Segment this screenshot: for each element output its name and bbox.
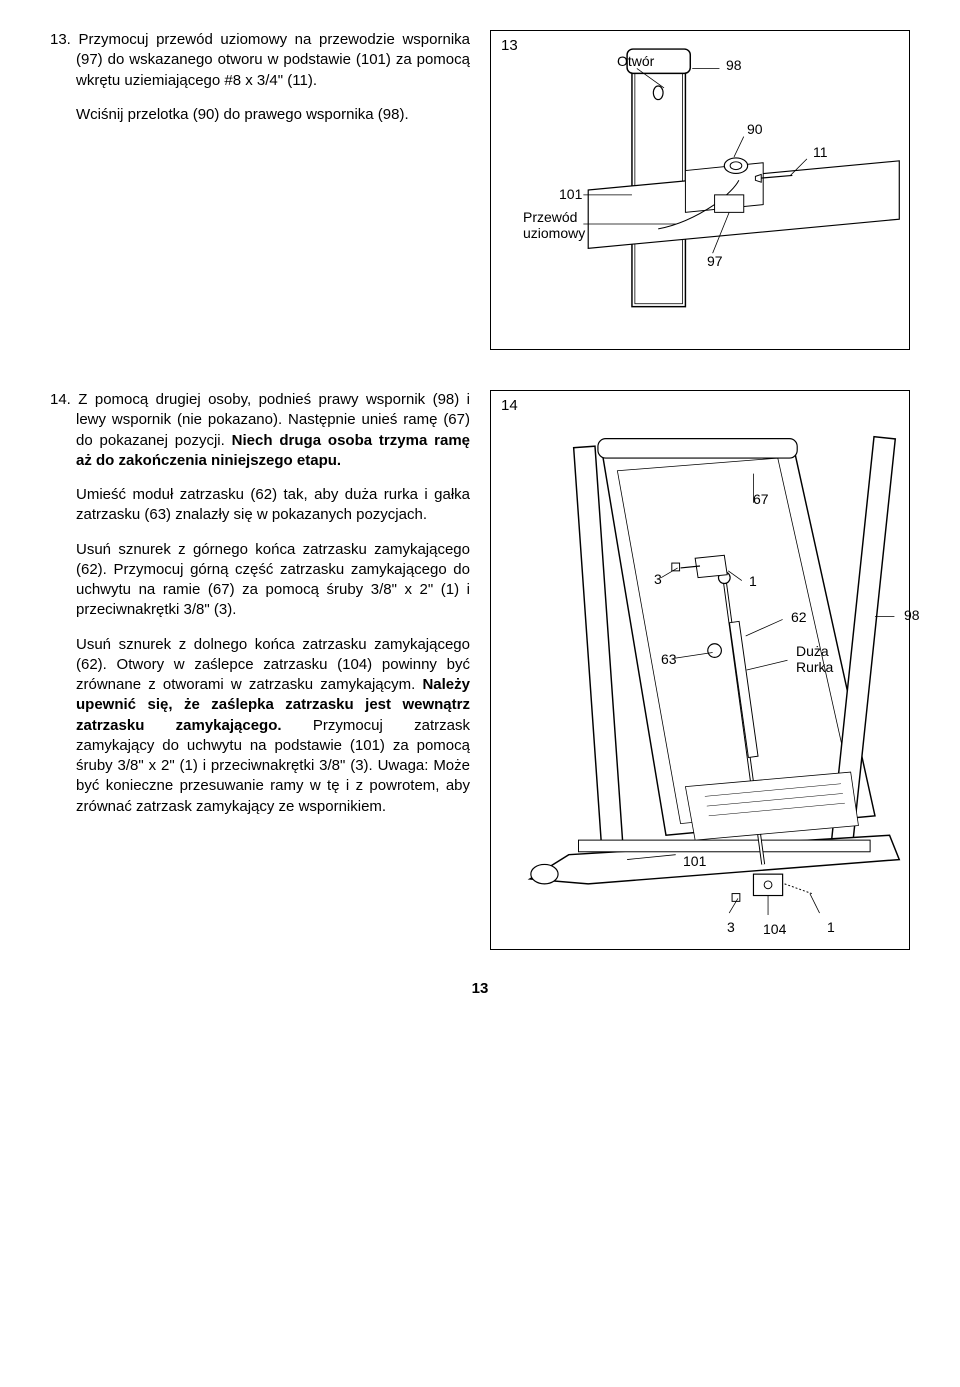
page-number: 13: [50, 980, 910, 997]
label-otwor: Otwór: [617, 53, 654, 69]
step-14-number: 14.: [50, 391, 71, 408]
step-14-p3: Usuń sznurek z górnego końca zatrzasku z…: [50, 540, 470, 621]
step-13-text: 13. Przymocuj przewód uziomowy na przewo…: [50, 30, 470, 350]
label-3a: 3: [654, 571, 662, 587]
diagram-14: 14: [490, 390, 910, 950]
label-11: 11: [813, 144, 828, 160]
label-67: 67: [753, 491, 769, 507]
label-104: 104: [763, 921, 786, 937]
section-14: 14. Z pomocą drugiej osoby, podnieś praw…: [50, 390, 910, 950]
diagram-13-number: 13: [501, 37, 518, 54]
label-63: 63: [661, 651, 677, 667]
label-rurka: Rurka: [796, 659, 833, 675]
label-duza: Duża: [796, 643, 829, 659]
step-14-p4: Usuń sznurek z dolnego końca zatrzasku z…: [50, 635, 470, 817]
label-62: 62: [791, 609, 807, 625]
step-13-p1: 13. Przymocuj przewód uziomowy na przewo…: [50, 30, 470, 91]
section-13: 13. Przymocuj przewód uziomowy na przewo…: [50, 30, 910, 350]
label-przewod: Przewód: [523, 209, 577, 225]
label-uziomowy: uziomowy: [523, 225, 585, 241]
label-90: 90: [747, 121, 763, 137]
step-13-p2: Wciśnij przelotka (90) do prawego wsporn…: [50, 105, 470, 125]
label-101: 101: [559, 186, 582, 202]
diagram-14-number: 14: [501, 397, 518, 414]
step-14-p4a: Usuń sznurek z dolnego końca zatrzasku z…: [76, 636, 470, 694]
diagram-13-container: 13: [490, 30, 910, 350]
step-14-p2: Umieść moduł zatrzasku (62) tak, aby duż…: [50, 485, 470, 526]
label-98-b: 98: [904, 607, 920, 623]
diagram-14-container: 14: [490, 390, 910, 950]
label-97: 97: [707, 253, 723, 269]
step-13-p1-text: Przymocuj przewód uziomowy na przewodzie…: [76, 31, 470, 89]
step-13-number: 13.: [50, 31, 71, 48]
step-14-text: 14. Z pomocą drugiej osoby, podnieś praw…: [50, 390, 470, 950]
label-3b: 3: [727, 919, 735, 935]
label-1a: 1: [749, 573, 757, 589]
step-14-p1: 14. Z pomocą drugiej osoby, podnieś praw…: [50, 390, 470, 471]
label-101-b: 101: [683, 853, 706, 869]
label-1b: 1: [827, 919, 835, 935]
label-98: 98: [726, 57, 742, 73]
diagram-13: 13: [490, 30, 910, 350]
diagram-13-svg: [491, 31, 909, 349]
